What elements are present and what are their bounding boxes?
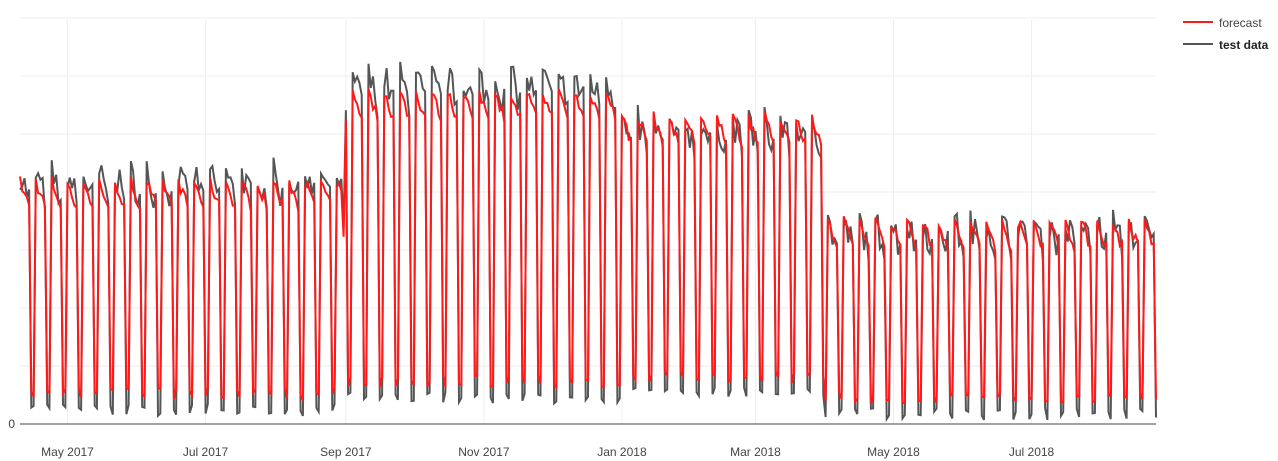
y-tick-label: 0 [8,417,15,431]
legend[interactable]: forecast test data [1183,16,1269,52]
x-tick-label: Jul 2017 [183,445,229,459]
x-tick-label: Sep 2017 [320,445,372,459]
x-tick-label: Nov 2017 [458,445,510,459]
x-tick-label: Jul 2018 [1009,445,1055,459]
series-forecast [19,88,1157,405]
x-tick-label: Mar 2018 [730,445,781,459]
legend-item-test-data[interactable]: test data [1183,38,1269,52]
legend-item-forecast[interactable]: forecast [1183,16,1262,30]
legend-label-forecast: forecast [1219,16,1262,30]
chart-axes: May 2017 Jul 2017 Sep 2017 Nov 2017 Jan 2018… [8,417,1156,459]
x-tick-label: May 2017 [41,445,94,459]
legend-label-test-data: test data [1219,38,1269,52]
x-tick-label: May 2018 [867,445,920,459]
x-tick-label: Jan 2018 [597,445,647,459]
series-line-forecast [19,88,1157,405]
